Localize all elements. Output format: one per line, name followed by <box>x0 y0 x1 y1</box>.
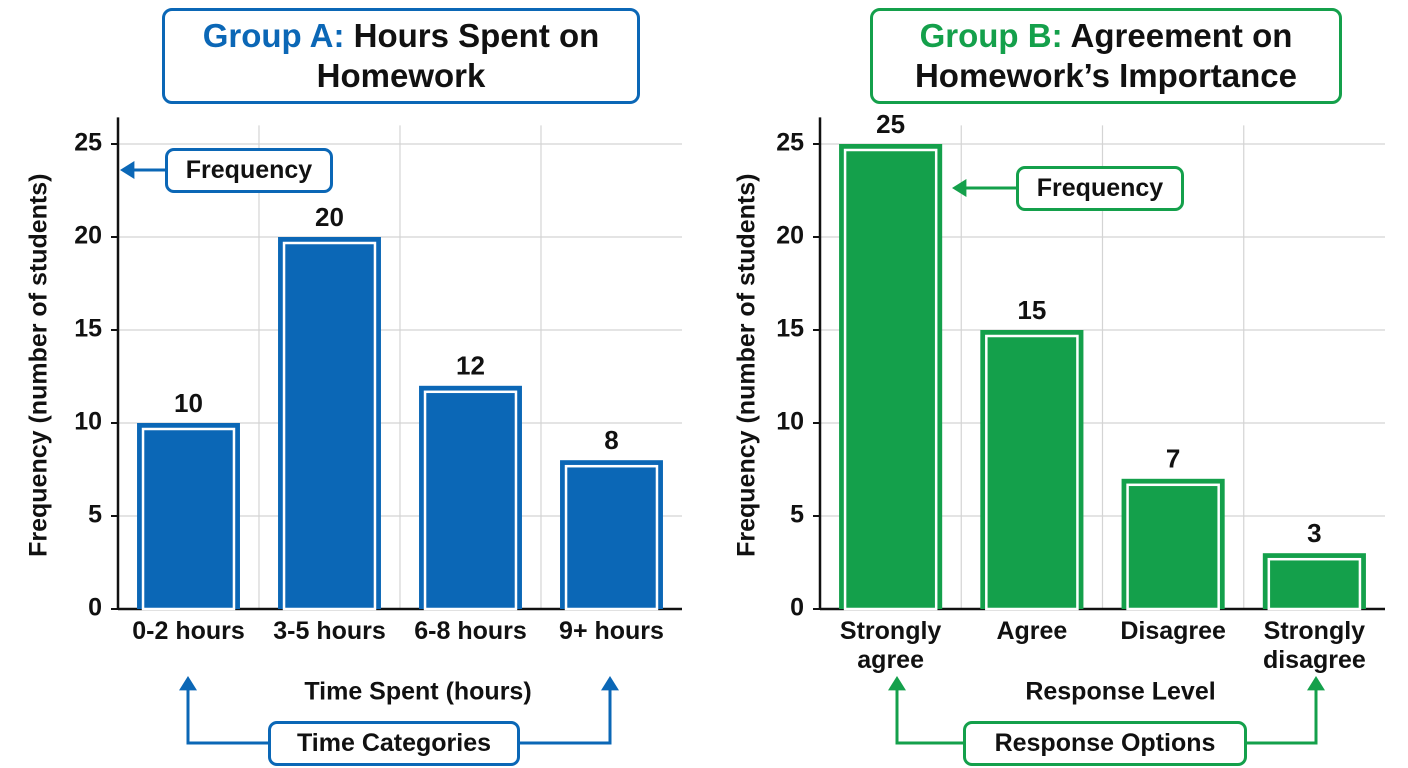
chart-title: Group A: Hours Spent on Homework <box>162 8 640 104</box>
annotation: Frequency <box>1016 166 1184 211</box>
data-label: 25 <box>876 109 905 139</box>
annotation: Time Categories <box>268 721 520 766</box>
arrow-head <box>888 676 906 691</box>
arrow-head <box>952 179 967 197</box>
title-text: Hours Spent on Homework <box>316 17 600 94</box>
y-axis-label: Frequency (number of students) <box>25 174 53 557</box>
y-tick-label: 15 <box>776 315 804 343</box>
x-axis-label: Time Spent (hours) <box>304 678 531 706</box>
annotation: Response Options <box>963 721 1247 766</box>
data-label: 7 <box>1166 444 1180 474</box>
x-tick-label: 6-8 hours <box>414 617 527 645</box>
x-tick-label: Disagree <box>1120 617 1226 645</box>
chart-title: Group B: Agreement on Homework’s Importa… <box>870 8 1342 104</box>
y-axis-label: Frequency (number of students) <box>733 174 761 557</box>
bar-highlight <box>843 148 938 611</box>
bar-highlight <box>1267 557 1362 611</box>
x-tick-label: 0-2 hours <box>132 617 245 645</box>
title-label: Group B: <box>919 17 1063 54</box>
arrow-head <box>120 161 135 179</box>
x-tick-label: Strongly disagree <box>1262 617 1366 674</box>
x-tick-label: 3-5 hours <box>273 617 386 645</box>
y-tick-label: 5 <box>790 501 804 529</box>
bar-highlight <box>141 427 236 611</box>
bar <box>278 237 381 609</box>
arrow-head <box>1307 676 1325 691</box>
bar <box>137 423 240 609</box>
x-tick-label: 9+ hours <box>559 617 664 645</box>
bar <box>419 385 522 609</box>
y-tick-label: 0 <box>790 594 804 622</box>
y-tick-label: 0 <box>88 594 102 622</box>
data-label: 15 <box>1017 295 1046 325</box>
y-tick-label: 10 <box>74 408 102 436</box>
title-text: Agreement on Homework’s Importance <box>914 17 1298 94</box>
data-label: 3 <box>1307 518 1321 548</box>
x-tick-label: Strongly agree <box>839 617 942 674</box>
bar <box>1262 553 1366 609</box>
bar-highlight <box>1126 483 1220 611</box>
bar <box>1121 478 1225 609</box>
y-tick-label: 5 <box>88 501 102 529</box>
data-label: 10 <box>174 388 203 418</box>
y-tick-label: 20 <box>74 222 102 250</box>
annotation: Frequency <box>165 148 333 193</box>
y-tick-label: 25 <box>74 129 102 157</box>
x-tick-label: Agree <box>996 617 1068 645</box>
bar-highlight <box>564 464 659 611</box>
arrow-head <box>179 676 197 691</box>
bar-highlight <box>985 334 1079 611</box>
bar <box>560 460 663 609</box>
x-axis-label: Response Level <box>1025 678 1215 706</box>
bar <box>980 330 1084 609</box>
y-tick-label: 20 <box>776 222 804 250</box>
arrow-head <box>601 676 619 691</box>
bar-highlight <box>423 390 518 611</box>
y-tick-label: 25 <box>776 129 804 157</box>
title-label: Group A: <box>202 17 345 54</box>
y-tick-label: 15 <box>74 315 102 343</box>
y-tick-label: 10 <box>776 408 804 436</box>
bar-highlight <box>282 241 377 611</box>
data-label: 20 <box>315 202 344 232</box>
data-label: 12 <box>456 351 485 381</box>
data-label: 8 <box>604 425 618 455</box>
bar <box>839 144 943 609</box>
